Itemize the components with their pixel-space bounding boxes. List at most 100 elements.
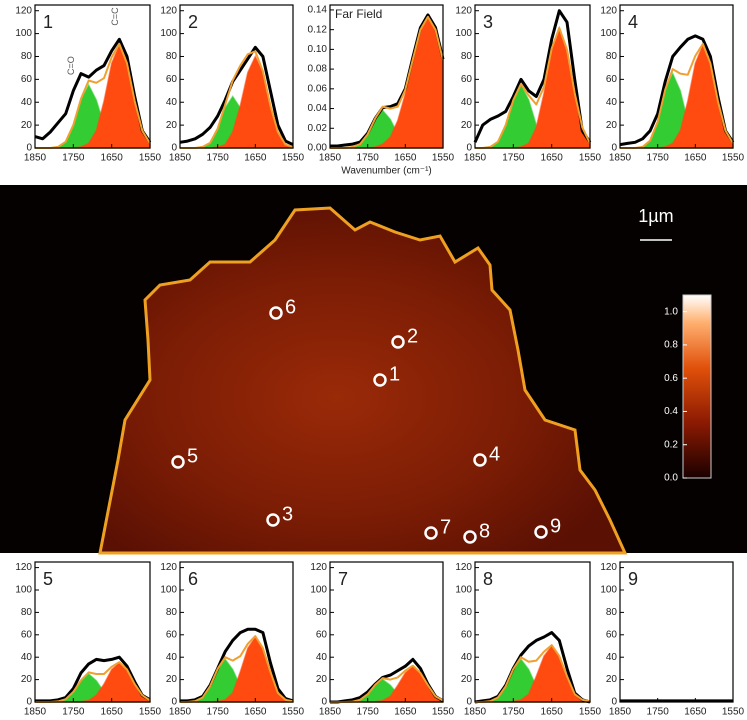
x-tick-label: 1650: [541, 153, 564, 164]
spectrum-panel: 0 20 40 60 80 100 120 1850 1750 1650 1550 2: [160, 4, 305, 164]
y-tick-label: 120: [15, 562, 32, 573]
panel-label: 9: [628, 569, 638, 589]
y-tick-label: 100: [15, 585, 32, 596]
y-tick-label: 40: [166, 652, 178, 663]
y-tick-label: 0.00: [308, 143, 328, 154]
plot-frame: [329, 561, 444, 703]
point-label: 1: [389, 363, 400, 385]
panel-label: 5: [43, 569, 53, 589]
x-tick-label: 1650: [541, 707, 564, 718]
y-tick-label: 0.12: [308, 24, 328, 35]
x-tick-label: 1850: [24, 707, 47, 718]
y-tick-label: 0: [171, 697, 177, 708]
sample-outline: [98, 206, 628, 555]
y-tick-label: 80: [316, 607, 328, 618]
y-tick-label: 40: [21, 652, 33, 663]
x-tick-label: 1550: [579, 707, 602, 718]
measurement-point: [171, 455, 185, 469]
y-tick-label: 20: [461, 674, 473, 685]
y-tick-label: 80: [461, 607, 473, 618]
point-label: 7: [440, 516, 451, 538]
y-tick-label: 0.06: [308, 83, 328, 94]
plot-frame: [34, 561, 151, 703]
annotation: C=O: [66, 56, 76, 75]
panel-label: 7: [338, 569, 348, 589]
x-tick-label: 1750: [357, 153, 380, 164]
x-tick-label: 1750: [207, 153, 230, 164]
plot-frame: [329, 4, 444, 149]
x-tick-label: 1550: [139, 707, 162, 718]
spectrum-panel: 0.00 0.02 0.04 0.06 0.08 0.10 0.12 0.14 1850 1750…: [308, 4, 455, 177]
x-tick-label: 1550: [722, 153, 745, 164]
panel-label: Far Field: [335, 7, 382, 21]
y-tick-label: 100: [160, 585, 177, 596]
y-tick-label: 40: [606, 97, 618, 108]
panel-label: 3: [483, 12, 493, 32]
measured-spectrum: [330, 657, 444, 704]
measurement-point: [391, 335, 405, 349]
colorbar-tick-label: 1.0: [664, 306, 678, 317]
plot-frame: [34, 4, 151, 149]
y-tick-label: 100: [310, 585, 327, 596]
measurement-point: [473, 453, 487, 467]
plot-area: [620, 562, 733, 702]
y-tick-label: 80: [166, 607, 178, 618]
colorbar-tick-label: 0.8: [664, 340, 678, 351]
panel-label: 2: [188, 12, 198, 32]
y-tick-label: 100: [455, 585, 472, 596]
plot-frame: [619, 4, 734, 149]
measurement-point: [534, 525, 548, 539]
measured-spectrum: [179, 45, 294, 146]
x-tick-label: 1750: [62, 707, 85, 718]
y-tick-label: 0.02: [308, 123, 328, 134]
y-tick-label: 40: [461, 652, 473, 663]
colorbar: [682, 294, 712, 479]
x-tick-label: 1850: [464, 707, 487, 718]
y-tick-label: 0: [466, 697, 472, 708]
y-tick-label: 60: [606, 74, 618, 85]
panel-label: 4: [628, 12, 638, 32]
colorbar-tick-label: 0.6: [664, 373, 678, 384]
x-tick-label: 1550: [432, 707, 455, 718]
y-tick-label: 100: [600, 28, 617, 39]
y-tick-label: 120: [455, 562, 472, 573]
y-tick-label: 40: [21, 97, 33, 108]
x-tick-label: 1850: [319, 153, 342, 164]
y-tick-label: 80: [21, 607, 33, 618]
x-tick-label: 1550: [139, 153, 162, 164]
measured-spectrum: [619, 34, 735, 147]
y-tick-label: 20: [606, 120, 618, 131]
y-tick-label: 60: [166, 629, 178, 640]
y-tick-label: 0.10: [308, 44, 328, 55]
point-label: 3: [282, 503, 293, 525]
y-tick-label: 80: [606, 51, 618, 62]
x-tick-label: 1650: [101, 153, 124, 164]
point-label: 2: [407, 325, 418, 347]
y-tick-label: 120: [160, 562, 177, 573]
x-tick-label: 1750: [357, 707, 380, 718]
panel-label: 1: [43, 12, 53, 32]
y-tick-label: 20: [21, 674, 33, 685]
y-tick-label: 20: [166, 674, 178, 685]
x-tick-label: 1650: [394, 153, 417, 164]
y-tick-label: 60: [21, 629, 33, 640]
x-tick-label: 1750: [647, 153, 670, 164]
y-tick-label: 120: [455, 5, 472, 16]
x-tick-label: 1550: [282, 707, 305, 718]
measured-spectrum: [473, 9, 592, 144]
x-tick-label: 1850: [169, 153, 192, 164]
point-label: 6: [285, 296, 296, 318]
spectrum-panel: 0 20 40 60 80 100 120 1850 1750 1650 1550 8: [455, 561, 602, 718]
y-tick-label: 0: [611, 697, 617, 708]
y-tick-label: 100: [15, 28, 32, 39]
y-tick-label: 60: [21, 74, 33, 85]
measurement-point: [266, 513, 280, 527]
y-tick-label: 0.04: [308, 103, 328, 114]
spectrum-panel: 0 20 40 60 80 100 120 1850 1750 1650 1550 3: [455, 4, 602, 164]
x-axis-label: Wavenumber (cm⁻¹): [341, 166, 431, 177]
measurement-point: [463, 530, 477, 544]
measured-spectrum: [180, 627, 294, 703]
map: 1µm 12 3 4 5 6 7 8 9 0.0 0.2 0.4 0.6 0.8 1.0: [171, 206, 687, 544]
plot-frame: [179, 561, 294, 703]
y-tick-label: 60: [461, 74, 473, 85]
